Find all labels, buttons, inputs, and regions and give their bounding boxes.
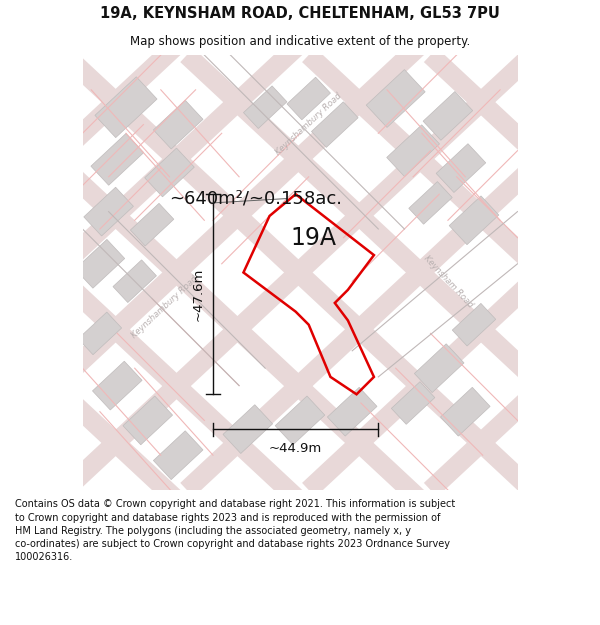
Polygon shape	[440, 388, 490, 436]
Polygon shape	[91, 134, 143, 185]
Polygon shape	[366, 69, 425, 128]
Polygon shape	[154, 100, 203, 149]
Polygon shape	[387, 125, 439, 176]
Polygon shape	[391, 382, 435, 424]
Polygon shape	[287, 78, 331, 120]
Polygon shape	[409, 182, 452, 224]
Polygon shape	[123, 396, 173, 445]
Text: 19A: 19A	[290, 226, 336, 250]
Text: Keynshambury Road: Keynshambury Road	[130, 274, 200, 340]
Text: 19A, KEYNSHAM ROAD, CHELTENHAM, GL53 7PU: 19A, KEYNSHAM ROAD, CHELTENHAM, GL53 7PU	[100, 6, 500, 21]
Polygon shape	[311, 102, 358, 148]
Text: Map shows position and indicative extent of the property.: Map shows position and indicative extent…	[130, 35, 470, 48]
Polygon shape	[75, 239, 125, 288]
Text: Keynsham Road: Keynsham Road	[422, 253, 474, 309]
Polygon shape	[113, 260, 157, 302]
Polygon shape	[78, 312, 122, 355]
Polygon shape	[92, 361, 142, 410]
Text: Contains OS data © Crown copyright and database right 2021. This information is : Contains OS data © Crown copyright and d…	[15, 499, 455, 562]
Polygon shape	[130, 203, 174, 246]
Polygon shape	[154, 431, 203, 479]
Text: ~44.9m: ~44.9m	[269, 442, 322, 455]
Polygon shape	[95, 77, 157, 138]
Polygon shape	[145, 148, 194, 197]
Polygon shape	[452, 303, 496, 346]
Polygon shape	[84, 188, 133, 236]
Polygon shape	[415, 344, 464, 392]
Polygon shape	[223, 405, 272, 454]
Text: Keynshambury Road: Keynshambury Road	[274, 92, 343, 158]
Text: ~640m²/~0.158ac.: ~640m²/~0.158ac.	[170, 189, 343, 208]
Polygon shape	[328, 388, 377, 436]
Polygon shape	[244, 86, 287, 129]
Polygon shape	[449, 196, 499, 244]
Polygon shape	[423, 91, 473, 140]
Polygon shape	[436, 144, 486, 192]
Text: ~47.6m: ~47.6m	[191, 268, 204, 321]
Polygon shape	[275, 396, 325, 445]
